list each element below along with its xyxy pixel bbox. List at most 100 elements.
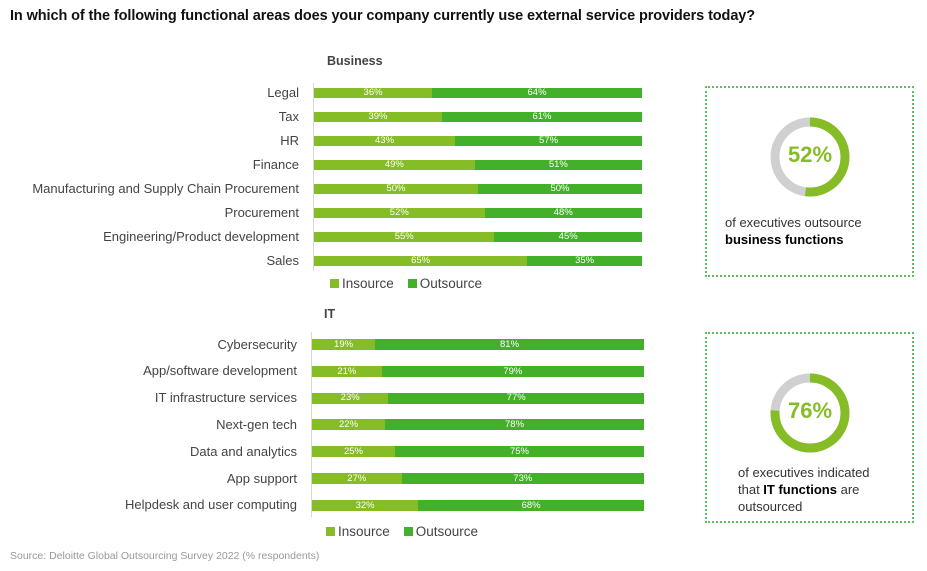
- bar-data-label: 19%: [334, 338, 354, 350]
- bar-segment-outsource: [375, 339, 644, 350]
- category-label: Cybersecurity: [217, 336, 297, 352]
- category-label: IT infrastructure services: [154, 390, 297, 406]
- category-label: Engineering/Product development: [103, 229, 299, 244]
- business-callout: 52% of executives outsource business fun…: [705, 86, 914, 277]
- bar-segment-outsource: [484, 208, 642, 218]
- legend-outsource: Outsource: [403, 524, 478, 539]
- bar-segment-insource: [314, 88, 433, 98]
- legend-outsource-label: Outsource: [419, 276, 483, 291]
- bar-segment-insource: [312, 419, 386, 431]
- bar-segment-insource: [312, 473, 402, 484]
- insource-swatch: [330, 279, 339, 288]
- bar-segment-outsource: [441, 112, 642, 122]
- stacked-bar: 19% 81%: [312, 339, 644, 350]
- bar-segment-insource: [314, 232, 495, 242]
- bar-segment-outsource: [418, 499, 644, 511]
- business-donut-svg: [770, 117, 850, 197]
- business-donut-value: 52%: [787, 142, 833, 167]
- stacked-bar: 50% 50%: [314, 184, 642, 194]
- bar-segment-outsource: [381, 365, 644, 377]
- callout-text-pre: of executives indicated that: [738, 465, 870, 497]
- source-note: Source: Deloitte Global Outsourcing Surv…: [10, 550, 320, 562]
- category-label: App/software development: [143, 363, 297, 379]
- bar-segment-insource: [314, 136, 456, 146]
- bar-data-label: 73%: [513, 472, 533, 484]
- donut-value-arc: [770, 117, 850, 197]
- it-section-title: IT: [324, 307, 336, 321]
- category-label: Procurement: [224, 205, 299, 220]
- category-label: Tax: [278, 109, 299, 124]
- legend-insource: Insource: [326, 524, 390, 539]
- category-label: Manufacturing and Supply Chain Procureme…: [32, 181, 299, 196]
- bar-data-label: 39%: [368, 111, 388, 123]
- bar-data-label: 75%: [509, 445, 529, 457]
- bar-data-label: 61%: [532, 111, 552, 123]
- bar-data-label: 36%: [363, 87, 383, 99]
- bar-segment-insource: [314, 160, 475, 170]
- legend-insource-label: Insource: [338, 524, 390, 539]
- stacked-bar: 52% 48%: [314, 208, 642, 218]
- bar-segment-insource: [312, 392, 389, 404]
- category-label: App support: [226, 470, 297, 486]
- business-section-title: Business: [327, 54, 383, 68]
- bar-data-label: 45%: [558, 231, 578, 243]
- business-callout-text: of executives outsource business functio…: [725, 214, 862, 248]
- bar-data-label: 22%: [339, 419, 359, 431]
- category-label: Sales: [266, 253, 299, 268]
- callout-text-pre: of executives outsource: [725, 215, 862, 230]
- bar-data-label: 79%: [503, 365, 523, 377]
- stacked-bar: 65% 35%: [314, 256, 642, 266]
- legend-outsource: Outsource: [407, 276, 483, 291]
- bar-segment-outsource: [455, 136, 642, 146]
- bar-segment-outsource: [385, 419, 644, 431]
- bar-data-label: 23%: [340, 392, 360, 404]
- bar-data-label: 68%: [521, 499, 541, 511]
- bar-data-label: 52%: [389, 207, 409, 219]
- bar-data-label: 49%: [384, 159, 404, 171]
- stacked-bar: 27% 73%: [312, 473, 644, 484]
- bar-data-label: 25%: [343, 445, 363, 457]
- callout-text-bold: business functions: [725, 232, 844, 247]
- it-callout: 76% of executives indicated that IT funct…: [705, 332, 914, 523]
- it-legend: Insource Outsource: [326, 524, 492, 539]
- stacked-bar: 32% 68%: [312, 499, 644, 511]
- bar-data-label: 50%: [550, 183, 570, 195]
- it-axis-line: [311, 332, 312, 517]
- bar-data-label: 48%: [553, 207, 573, 219]
- legend-insource-label: Insource: [342, 276, 394, 291]
- business-axis-line: [313, 83, 314, 271]
- bar-segment-outsource: [527, 256, 642, 266]
- bar-segment-insource: [312, 499, 419, 511]
- bar-data-label: 65%: [411, 255, 431, 267]
- it-donut-svg: [770, 373, 850, 453]
- bar-data-label: 43%: [375, 135, 395, 147]
- bar-data-label: 64%: [527, 87, 547, 99]
- bar-segment-outsource: [474, 160, 642, 170]
- stacked-bar: 49% 51%: [314, 160, 642, 170]
- bar-segment-outsource: [395, 446, 644, 458]
- bar-data-label: 32%: [355, 499, 375, 511]
- insource-swatch: [326, 527, 335, 536]
- bar-segment-outsource: [401, 473, 644, 484]
- category-label: HR: [280, 133, 299, 148]
- bar-data-label: 55%: [394, 231, 414, 243]
- bar-data-label: 35%: [575, 255, 595, 267]
- stacked-bar: 22% 78%: [312, 419, 644, 431]
- bar-segment-insource: [314, 256, 528, 266]
- bar-data-label: 50%: [386, 183, 406, 195]
- bar-segment-insource: [312, 339, 376, 350]
- bar-segment-insource: [314, 112, 442, 122]
- bar-segment-insource: [312, 446, 395, 458]
- bar-data-label: 21%: [337, 365, 357, 377]
- category-label: Legal: [267, 85, 299, 100]
- category-label: Helpdesk and user computing: [125, 497, 297, 513]
- category-label: Finance: [252, 157, 299, 172]
- stacked-bar: 55% 45%: [314, 232, 642, 242]
- bar-data-label: 81%: [500, 338, 520, 350]
- business-legend: Insource Outsource: [330, 276, 496, 291]
- stacked-bar: 25% 75%: [312, 445, 644, 458]
- bar-data-label: 57%: [539, 135, 559, 147]
- category-label: Next-gen tech: [216, 416, 297, 432]
- stacked-bar: 23% 77%: [312, 392, 644, 404]
- it-callout-text: of executives indicated that IT functions…: [738, 464, 870, 515]
